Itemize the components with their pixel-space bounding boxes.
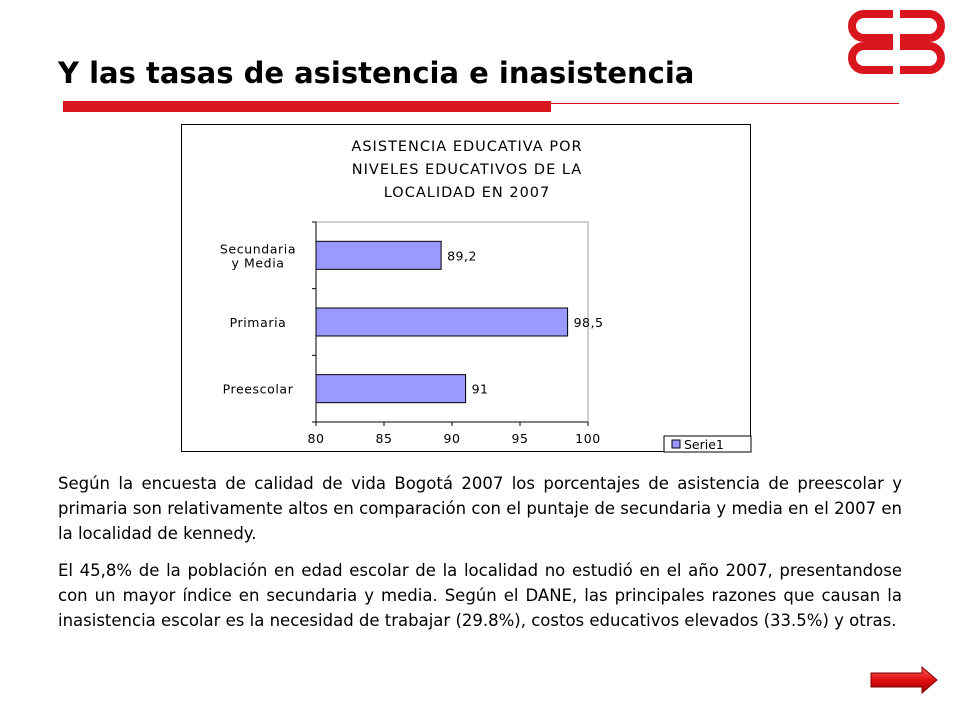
x-tick-label: 100 bbox=[575, 431, 601, 446]
chart-bars: 89,2 98,5 91 bbox=[315, 240, 604, 404]
data-label: 89,2 bbox=[447, 248, 477, 263]
slide-title: Y las tasas de asistencia e inasistencia bbox=[58, 56, 695, 90]
category-label: Secundaria bbox=[220, 241, 296, 256]
category-label: Primaria bbox=[230, 315, 287, 330]
category-label: Preescolar bbox=[223, 382, 294, 397]
bar bbox=[315, 240, 442, 270]
x-tick-label: 90 bbox=[443, 431, 460, 446]
chart-legend: Serie1 bbox=[663, 435, 752, 453]
x-tick-label: 95 bbox=[511, 431, 528, 446]
chart-title: ASISTENCIA EDUCATIVA POR NIVELES EDUCATIV… bbox=[351, 139, 582, 201]
bar bbox=[315, 307, 569, 337]
category-label: y Media bbox=[231, 255, 284, 270]
chart-title-line: LOCALIDAD EN 2007 bbox=[384, 185, 551, 201]
x-tick-labels: 80 85 90 95 100 bbox=[307, 431, 600, 446]
attendance-chart: ASISTENCIA EDUCATIVA POR NIVELES EDUCATIV… bbox=[181, 124, 752, 453]
chart-title-line: NIVELES EDUCATIVOS DE LA bbox=[352, 162, 582, 178]
x-tick-label: 85 bbox=[375, 431, 392, 446]
bar bbox=[315, 374, 467, 404]
paragraph-absence: El 45,8% de la población en edad escolar… bbox=[58, 561, 902, 630]
body-text: Según la encuesta de calidad de vida Bog… bbox=[58, 471, 902, 645]
next-arrow-icon[interactable] bbox=[870, 666, 938, 694]
paragraph-survey: Según la encuesta de calidad de vida Bog… bbox=[58, 474, 902, 543]
chart-canvas: ASISTENCIA EDUCATIVA POR NIVELES EDUCATIV… bbox=[220, 139, 752, 453]
chart-title-line: ASISTENCIA EDUCATIVA POR bbox=[351, 139, 582, 155]
data-label: 98,5 bbox=[574, 315, 604, 330]
title-underline-rule bbox=[551, 103, 899, 104]
legend-swatch bbox=[671, 439, 681, 449]
data-label: 91 bbox=[472, 382, 489, 397]
legend-box bbox=[663, 435, 752, 453]
interlocked-ring-logo-icon bbox=[848, 10, 945, 74]
x-tick-label: 80 bbox=[307, 431, 324, 446]
legend-label: Serie1 bbox=[684, 437, 724, 452]
title-accent-bar bbox=[63, 101, 551, 112]
